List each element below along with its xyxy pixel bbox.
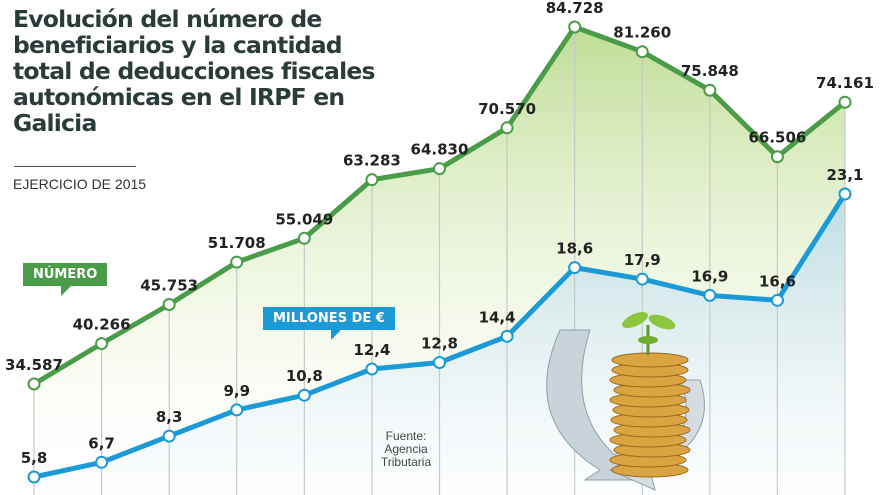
data-label: 16,6 (759, 272, 796, 290)
data-label: 34.587 (5, 356, 63, 374)
data-point (838, 187, 852, 201)
data-label: 17,9 (624, 251, 661, 269)
data-label: 51.708 (208, 234, 266, 252)
data-label: 84.728 (546, 0, 604, 17)
data-point (568, 261, 582, 275)
data-label: 64.830 (411, 141, 469, 159)
data-point (838, 95, 852, 109)
data-label: 5,8 (21, 449, 48, 467)
data-label: 66.506 (748, 129, 806, 147)
data-point (770, 293, 784, 307)
data-point (297, 388, 311, 402)
data-point (703, 288, 717, 302)
data-label: 45.753 (140, 276, 198, 294)
data-label: 55.049 (275, 210, 333, 228)
data-point (162, 297, 176, 311)
data-point (635, 45, 649, 59)
data-label: 12,8 (421, 334, 458, 352)
data-label: 70.570 (478, 100, 536, 118)
title-divider (14, 166, 136, 167)
data-label: 23,1 (826, 166, 863, 184)
data-label: 75.848 (681, 62, 739, 80)
data-point (635, 272, 649, 286)
data-label: 14,4 (479, 308, 516, 326)
chart-subtitle: EJERCICIO DE 2015 (13, 176, 147, 192)
data-label: 10,8 (286, 367, 323, 385)
data-point (365, 362, 379, 376)
legend-millones: MILLONES DE € (263, 307, 395, 340)
data-point (770, 150, 784, 164)
data-label: 18,6 (556, 240, 593, 258)
data-point (500, 329, 514, 343)
data-label: 81.260 (613, 24, 671, 42)
data-point (162, 429, 176, 443)
data-label: 9,9 (223, 382, 250, 400)
data-point (500, 121, 514, 135)
coins-illustration (546, 311, 705, 491)
data-point (95, 455, 109, 469)
data-point (433, 162, 446, 176)
data-point (365, 173, 379, 187)
source-note: Fuente: Agencia Tributaria (380, 429, 432, 469)
data-label: 16,9 (691, 267, 728, 285)
chart-title: Evolución del número de beneficiarios y … (13, 5, 376, 137)
data-point (568, 20, 582, 34)
data-point (297, 231, 311, 245)
data-label: 6,7 (88, 434, 115, 452)
data-point (703, 83, 717, 97)
data-label: 8,3 (156, 408, 183, 426)
data-label: 12,4 (353, 341, 390, 359)
data-label: 74.161 (816, 74, 874, 92)
data-point (27, 470, 41, 484)
data-point (230, 403, 244, 417)
data-label: 63.283 (343, 152, 401, 170)
data-point (230, 255, 244, 269)
data-point (95, 337, 109, 351)
data-point (27, 377, 41, 391)
legend-numero: NÚMERO (23, 263, 108, 296)
data-point (433, 355, 446, 369)
data-label: 40.266 (73, 316, 131, 334)
